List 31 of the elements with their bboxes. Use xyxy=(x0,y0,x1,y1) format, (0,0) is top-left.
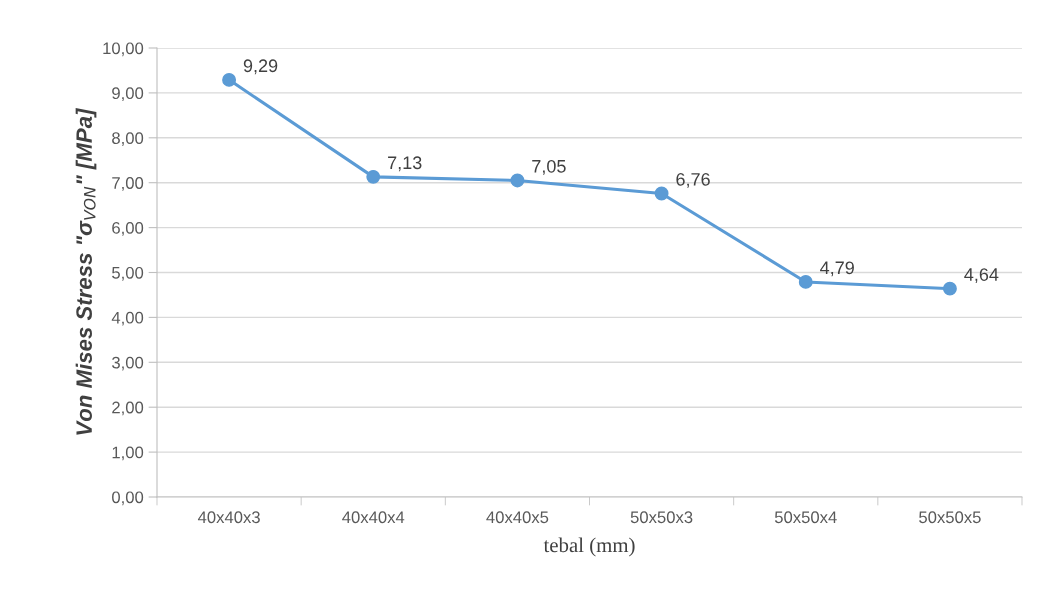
data-label: 7,13 xyxy=(388,156,422,172)
y-tick-label: 0,00 xyxy=(112,491,144,506)
x-tick-label: 50x50x4 xyxy=(774,511,837,524)
y-tick-label: 5,00 xyxy=(112,266,144,281)
y-tick-label: 9,00 xyxy=(112,87,144,102)
x-tick-label: 40x40x4 xyxy=(342,511,405,524)
data-label: 7,05 xyxy=(532,159,566,175)
point xyxy=(942,281,957,296)
point xyxy=(510,173,525,188)
point xyxy=(366,169,381,184)
x-tick-label: 40x40x3 xyxy=(197,511,260,524)
y-tick-label: 1,00 xyxy=(112,446,144,461)
point xyxy=(222,72,237,87)
y-tick-label: 6,00 xyxy=(112,222,144,236)
x-tick-label: 40x40x5 xyxy=(486,511,549,524)
y-tick-label: 10,00 xyxy=(103,42,144,57)
x-tick-label: 50x50x5 xyxy=(919,511,981,524)
y-tick-label: 4,00 xyxy=(111,311,144,326)
data-label: 6,76 xyxy=(676,172,710,188)
data-label: 9,29 xyxy=(243,59,278,75)
data-label: 4,64 xyxy=(964,268,999,284)
y-tick-label: 8,00 xyxy=(112,132,144,146)
x-tick-label: 50x50x3 xyxy=(630,511,693,524)
y-tick-label: 3,00 xyxy=(112,356,144,371)
data-label: 4,79 xyxy=(820,261,854,277)
y-axis-title: Von Mises Stress "σ$_{VON}$" [MPa] xyxy=(75,107,97,435)
point xyxy=(654,186,669,201)
x-axis-title: tebal (mm) xyxy=(543,537,635,557)
y-tick-label: 2,00 xyxy=(112,401,144,416)
y-tick-label: 7,00 xyxy=(112,177,144,191)
point xyxy=(798,274,813,289)
